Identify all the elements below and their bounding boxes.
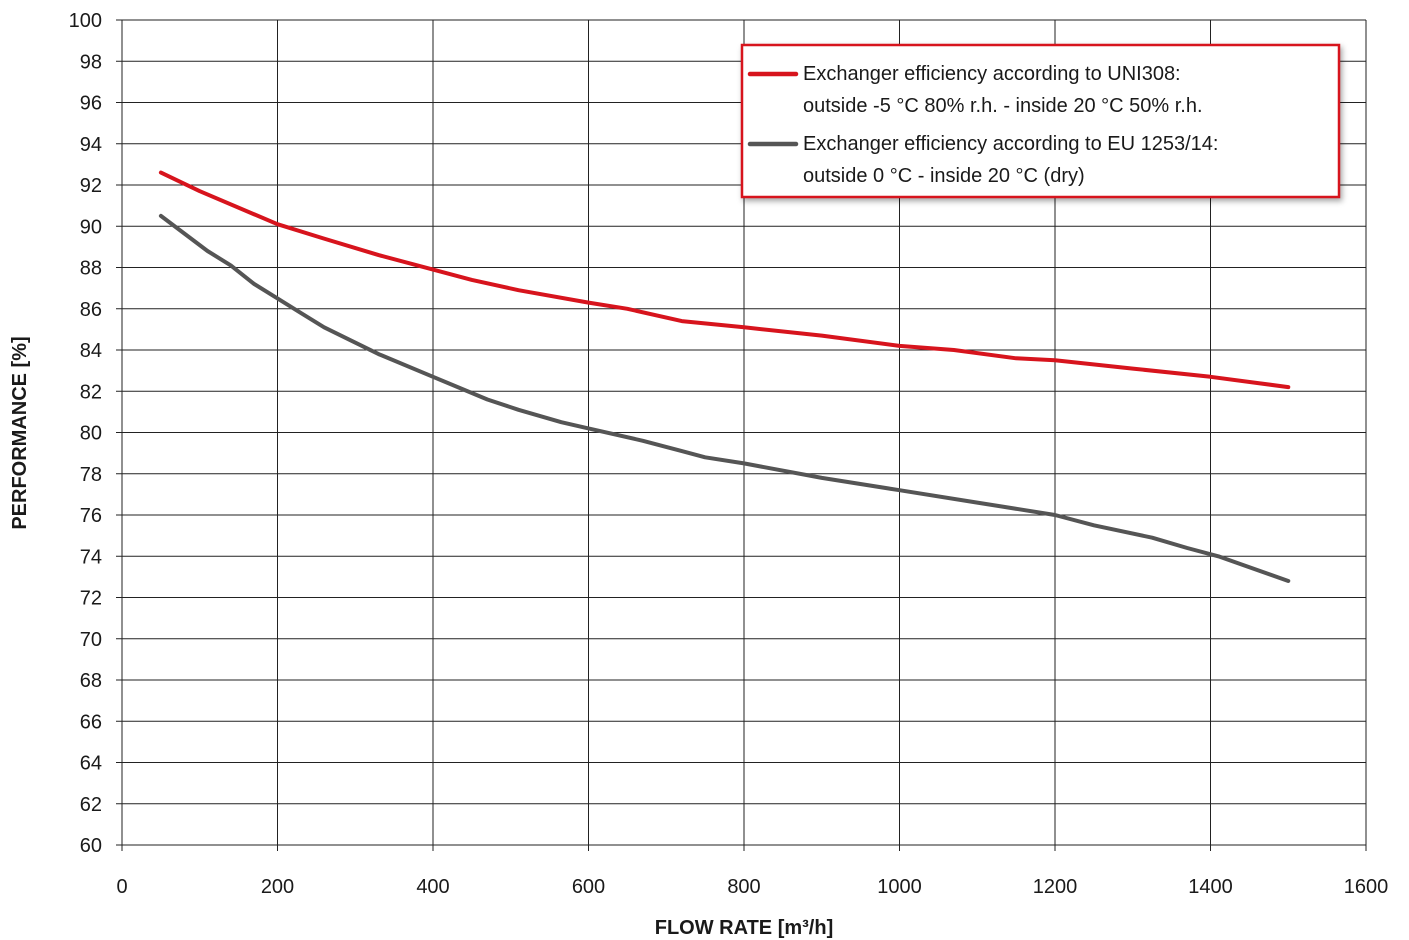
y-tick-label: 84	[80, 340, 102, 362]
x-tick-label: 1600	[1344, 876, 1389, 898]
y-tick-label: 64	[80, 753, 102, 775]
series-line-uni308	[158, 170, 1291, 390]
y-tick-label: 66	[80, 711, 102, 733]
y-tick-label: 62	[80, 794, 102, 816]
y-tick-label: 68	[80, 670, 102, 692]
y-tick-label: 72	[80, 588, 102, 610]
legend-label-uni308-line2: outside -5 °C 80% r.h. - inside 20 °C 50…	[803, 95, 1203, 117]
y-tick-label: 96	[80, 93, 102, 115]
x-tick-label: 1400	[1188, 876, 1233, 898]
y-axis-title: PERFORMANCE [%]	[9, 336, 31, 529]
y-tick-label: 60	[80, 835, 102, 857]
series-lines	[158, 170, 1291, 583]
y-tick-label: 82	[80, 381, 102, 403]
series-line-eu1253	[158, 213, 1291, 583]
y-tick-label: 76	[80, 505, 102, 527]
y-tick-label: 86	[80, 299, 102, 321]
y-tick-label: 98	[80, 51, 102, 73]
y-tick-label: 74	[80, 546, 102, 568]
x-axis-title: FLOW RATE [m³/h]	[655, 917, 833, 939]
x-tick-label: 600	[572, 876, 605, 898]
y-tick-label: 70	[80, 629, 102, 651]
y-tick-label: 80	[80, 423, 102, 445]
y-tick-label: 100	[69, 10, 102, 32]
legend: Exchanger efficiency according to UNI308…	[740, 43, 1341, 199]
x-tick-label: 400	[416, 876, 449, 898]
y-tick-label: 78	[80, 464, 102, 486]
y-tick-label: 88	[80, 258, 102, 280]
x-tick-label: 200	[261, 876, 294, 898]
x-tick-label: 800	[727, 876, 760, 898]
y-tick-label: 92	[80, 175, 102, 197]
tick-labels: 60 62 64 66 68 70 72 74 76 78 80 82 84 86 88 90 92 94 96 98…	[69, 10, 1389, 898]
legend-label-eu1253-line1: Exchanger efficiency according to EU 125…	[803, 133, 1218, 155]
y-tick-label: 94	[80, 134, 102, 156]
legend-box	[740, 43, 1341, 199]
x-tick-label: 0	[116, 876, 127, 898]
y-tick-label: 90	[80, 216, 102, 238]
x-tick-label: 1000	[877, 876, 922, 898]
legend-label-eu1253-line2: outside 0 °C - inside 20 °C (dry)	[803, 165, 1085, 187]
x-tick-label: 1200	[1033, 876, 1078, 898]
legend-label-uni308-line1: Exchanger efficiency according to UNI308…	[803, 63, 1181, 85]
